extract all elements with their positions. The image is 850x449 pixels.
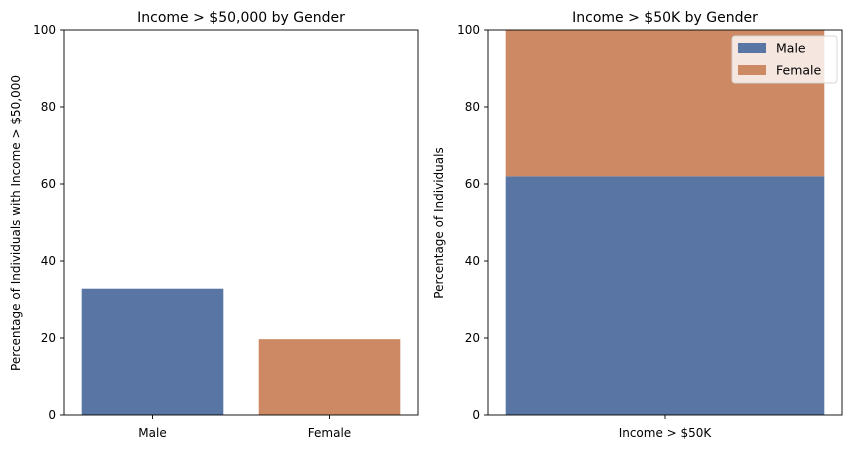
y-tick-label: 60: [465, 177, 480, 191]
bars-group: [81, 288, 401, 415]
x-tick-label: Income > $50K: [619, 426, 713, 440]
x-tick-label-male: Male: [138, 426, 166, 440]
bar-female: [258, 339, 401, 415]
y-tick-label: 40: [41, 254, 56, 268]
y-tick-label: 20: [41, 331, 56, 345]
y-tick-label: 40: [465, 254, 480, 268]
y-tick-label: 0: [472, 408, 480, 422]
y-tick-label: 100: [457, 23, 480, 37]
legend-swatch-female: [738, 65, 766, 75]
stack-segment-male: [505, 176, 825, 415]
y-tick-label: 80: [41, 100, 56, 114]
y-tick-label: 20: [465, 331, 480, 345]
y-axis: 0 20 40 60 80 100: [33, 23, 64, 422]
y-tick-label: 0: [48, 408, 56, 422]
x-axis: Male Female: [138, 415, 351, 440]
y-tick-label: 100: [33, 23, 56, 37]
y-axis-label: Percentage of Individuals: [432, 147, 446, 298]
x-axis: Income > $50K: [619, 415, 713, 440]
chart-title: Income > $50K by Gender: [572, 10, 758, 26]
y-tick-label: 80: [465, 100, 480, 114]
plot-frame: [63, 29, 419, 416]
y-tick-label: 60: [41, 177, 56, 191]
legend-swatch-male: [738, 43, 766, 53]
legend-label-male: Male: [776, 41, 806, 56]
legend-label-female: Female: [776, 63, 822, 78]
y-axis-label: Percentage of Individuals with Income > …: [9, 75, 23, 371]
bar-male: [81, 288, 224, 415]
stacked-bars-group: [505, 30, 825, 415]
chart-title: Income > $50,000 by Gender: [137, 10, 345, 26]
chart-income-50k-stacked: Income > $50K by Gender Percentage of In…: [432, 10, 843, 440]
y-axis: 0 20 40 60 80 100: [457, 23, 488, 422]
chart-income-by-gender: Income > $50,000 by Gender Percentage of…: [9, 10, 419, 440]
legend: Male Female: [731, 35, 838, 84]
x-tick-label-female: Female: [308, 426, 351, 440]
